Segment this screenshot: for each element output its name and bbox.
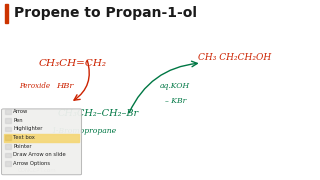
- Text: Highlighter: Highlighter: [13, 126, 43, 131]
- FancyBboxPatch shape: [2, 109, 82, 175]
- Text: Arrow Options: Arrow Options: [13, 161, 51, 166]
- Text: Pointer: Pointer: [13, 144, 32, 149]
- Text: TRY
CONCEPT.com: TRY CONCEPT.com: [18, 162, 56, 173]
- Bar: [5, 161, 11, 166]
- Text: Draw Arrow on slide: Draw Arrow on slide: [13, 152, 66, 157]
- Text: Peroxide: Peroxide: [19, 82, 50, 90]
- Bar: [5, 109, 11, 114]
- Bar: [5, 144, 11, 149]
- Text: CH₃CH=CH₂: CH₃CH=CH₂: [38, 58, 106, 68]
- Text: CH₃CH₂–CH₂–Br: CH₃CH₂–CH₂–Br: [58, 109, 139, 118]
- Text: Text box: Text box: [13, 135, 35, 140]
- Text: – KBr: – KBr: [165, 97, 186, 105]
- Text: Pen: Pen: [13, 118, 23, 123]
- Text: 1-Bromopropane: 1-Bromopropane: [51, 127, 116, 135]
- Text: HBr: HBr: [56, 82, 73, 90]
- Bar: [5, 153, 11, 157]
- Bar: [4, 134, 79, 142]
- Text: CH₃ CH₂CH₂OH: CH₃ CH₂CH₂OH: [198, 53, 272, 62]
- Text: Arrow: Arrow: [13, 109, 29, 114]
- Bar: [5, 135, 11, 140]
- Bar: [5, 118, 11, 123]
- Bar: [5, 4, 8, 22]
- Text: Propene to Propan-1-ol: Propene to Propan-1-ol: [14, 6, 197, 21]
- Bar: [5, 127, 11, 131]
- Text: aq.KOH: aq.KOH: [160, 82, 190, 90]
